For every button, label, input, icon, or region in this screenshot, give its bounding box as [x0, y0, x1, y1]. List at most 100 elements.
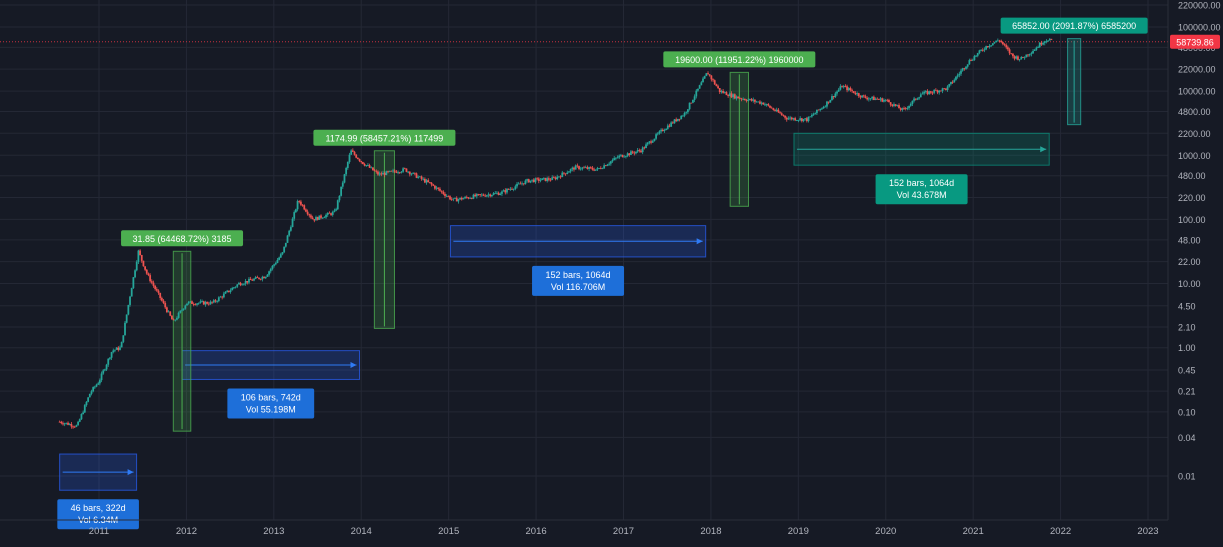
candle-body — [403, 168, 406, 170]
candle-body — [918, 97, 921, 99]
candle-body — [869, 98, 872, 100]
candle-body — [73, 426, 76, 428]
candle-body — [1025, 54, 1028, 58]
candle-body — [832, 96, 835, 98]
candle-body — [740, 98, 743, 100]
last-price-badge[interactable] — [1170, 34, 1220, 49]
y-tick-label: 4800.00 — [1178, 107, 1211, 117]
candle-body — [187, 301, 190, 304]
y-tick-label: 0.01 — [1178, 472, 1196, 482]
candle-body — [614, 157, 617, 159]
candle-body — [574, 165, 577, 170]
candle-body — [948, 84, 951, 87]
x-axis[interactable]: 2011 2012 2013 2014 2015 2016 2017 2018 2019 2020… — [0, 519, 1168, 537]
date-range-line1: 106 bars, 742d — [241, 392, 301, 402]
candle-body — [879, 98, 882, 100]
candle-body — [671, 122, 674, 124]
candle-body — [847, 88, 850, 91]
candle-body — [243, 283, 245, 285]
candle-body — [797, 120, 800, 121]
y-tick-label: 100000.00 — [1178, 22, 1221, 32]
candle-body — [358, 159, 361, 162]
candle-body — [804, 118, 807, 120]
candle-body — [1027, 54, 1029, 56]
candle-body — [276, 259, 279, 263]
candle-body — [650, 141, 652, 143]
date-range-label-box[interactable] — [57, 499, 139, 530]
x-tick-label: 2013 — [263, 526, 284, 537]
date-range-label-box[interactable] — [227, 388, 315, 419]
candle-body — [531, 179, 534, 181]
candle-body — [521, 183, 523, 185]
candle-body — [224, 291, 227, 294]
date-range-label-box[interactable] — [875, 174, 968, 205]
candle-body — [259, 278, 262, 280]
candle-body — [115, 347, 118, 350]
candle-body — [157, 290, 160, 293]
candle-body — [522, 183, 525, 185]
candle-body — [864, 96, 867, 98]
candle-body — [539, 180, 542, 181]
date-range-line1: 152 bars, 1064d — [546, 270, 611, 280]
candle-body — [564, 173, 567, 175]
y-tick-label: 220.00 — [1178, 193, 1206, 203]
candle-body — [546, 178, 549, 181]
candle-body — [313, 219, 316, 221]
candle-body — [742, 98, 745, 100]
candle-body — [678, 118, 681, 120]
candle-body — [636, 150, 639, 152]
x-tick-label: 2012 — [176, 526, 197, 537]
candle-body — [467, 197, 470, 199]
candle-body — [589, 167, 592, 168]
candle-body — [249, 278, 252, 281]
candle-body — [541, 178, 544, 181]
price-range-label-box[interactable] — [121, 230, 244, 247]
candle-body — [124, 322, 126, 336]
x-tick-label: 2020 — [875, 526, 896, 537]
candle-body — [219, 296, 222, 298]
candle-body — [477, 194, 480, 195]
candle-body — [745, 100, 748, 101]
candle-body — [423, 178, 426, 183]
date-range-label-box[interactable] — [532, 265, 625, 296]
candle-body — [490, 194, 493, 197]
candle-body — [117, 347, 120, 350]
candle-body — [760, 102, 763, 104]
candle-body — [924, 91, 927, 92]
candle-body — [150, 281, 153, 283]
candle-body — [284, 242, 287, 247]
candle-body — [248, 278, 250, 283]
y-axis[interactable]: 220000.00100000.0048000.0022000.0010000.… — [1167, 0, 1221, 520]
candle-body — [351, 150, 354, 152]
candle-body — [439, 188, 441, 191]
candle-body — [800, 118, 803, 122]
candle-body — [435, 187, 438, 189]
candle-body — [370, 167, 373, 169]
arrow-head-icon — [350, 362, 357, 369]
price-range-label-box[interactable] — [1000, 17, 1148, 34]
candle-body — [872, 96, 875, 101]
candle-body — [271, 265, 274, 269]
candle-body — [782, 114, 785, 116]
candle-body — [837, 89, 840, 92]
price-range-label-box[interactable] — [663, 51, 816, 68]
candle-body — [821, 108, 823, 110]
candle-body — [454, 197, 456, 199]
candle-body — [142, 260, 145, 267]
candle-body — [398, 172, 401, 174]
range-measures[interactable] — [59, 38, 1082, 491]
candle-body — [755, 101, 758, 103]
candle-body — [447, 195, 450, 197]
candle-body — [356, 157, 359, 160]
candle-body — [765, 104, 768, 105]
candle-body — [1045, 41, 1048, 42]
price-range-label-box[interactable] — [313, 129, 456, 146]
candle-body — [991, 43, 994, 46]
candle-body — [517, 183, 520, 185]
y-tick-label: 10.00 — [1178, 279, 1201, 289]
arrow-head-icon — [696, 238, 703, 245]
candle-body — [893, 104, 895, 106]
candle-body — [258, 277, 260, 279]
